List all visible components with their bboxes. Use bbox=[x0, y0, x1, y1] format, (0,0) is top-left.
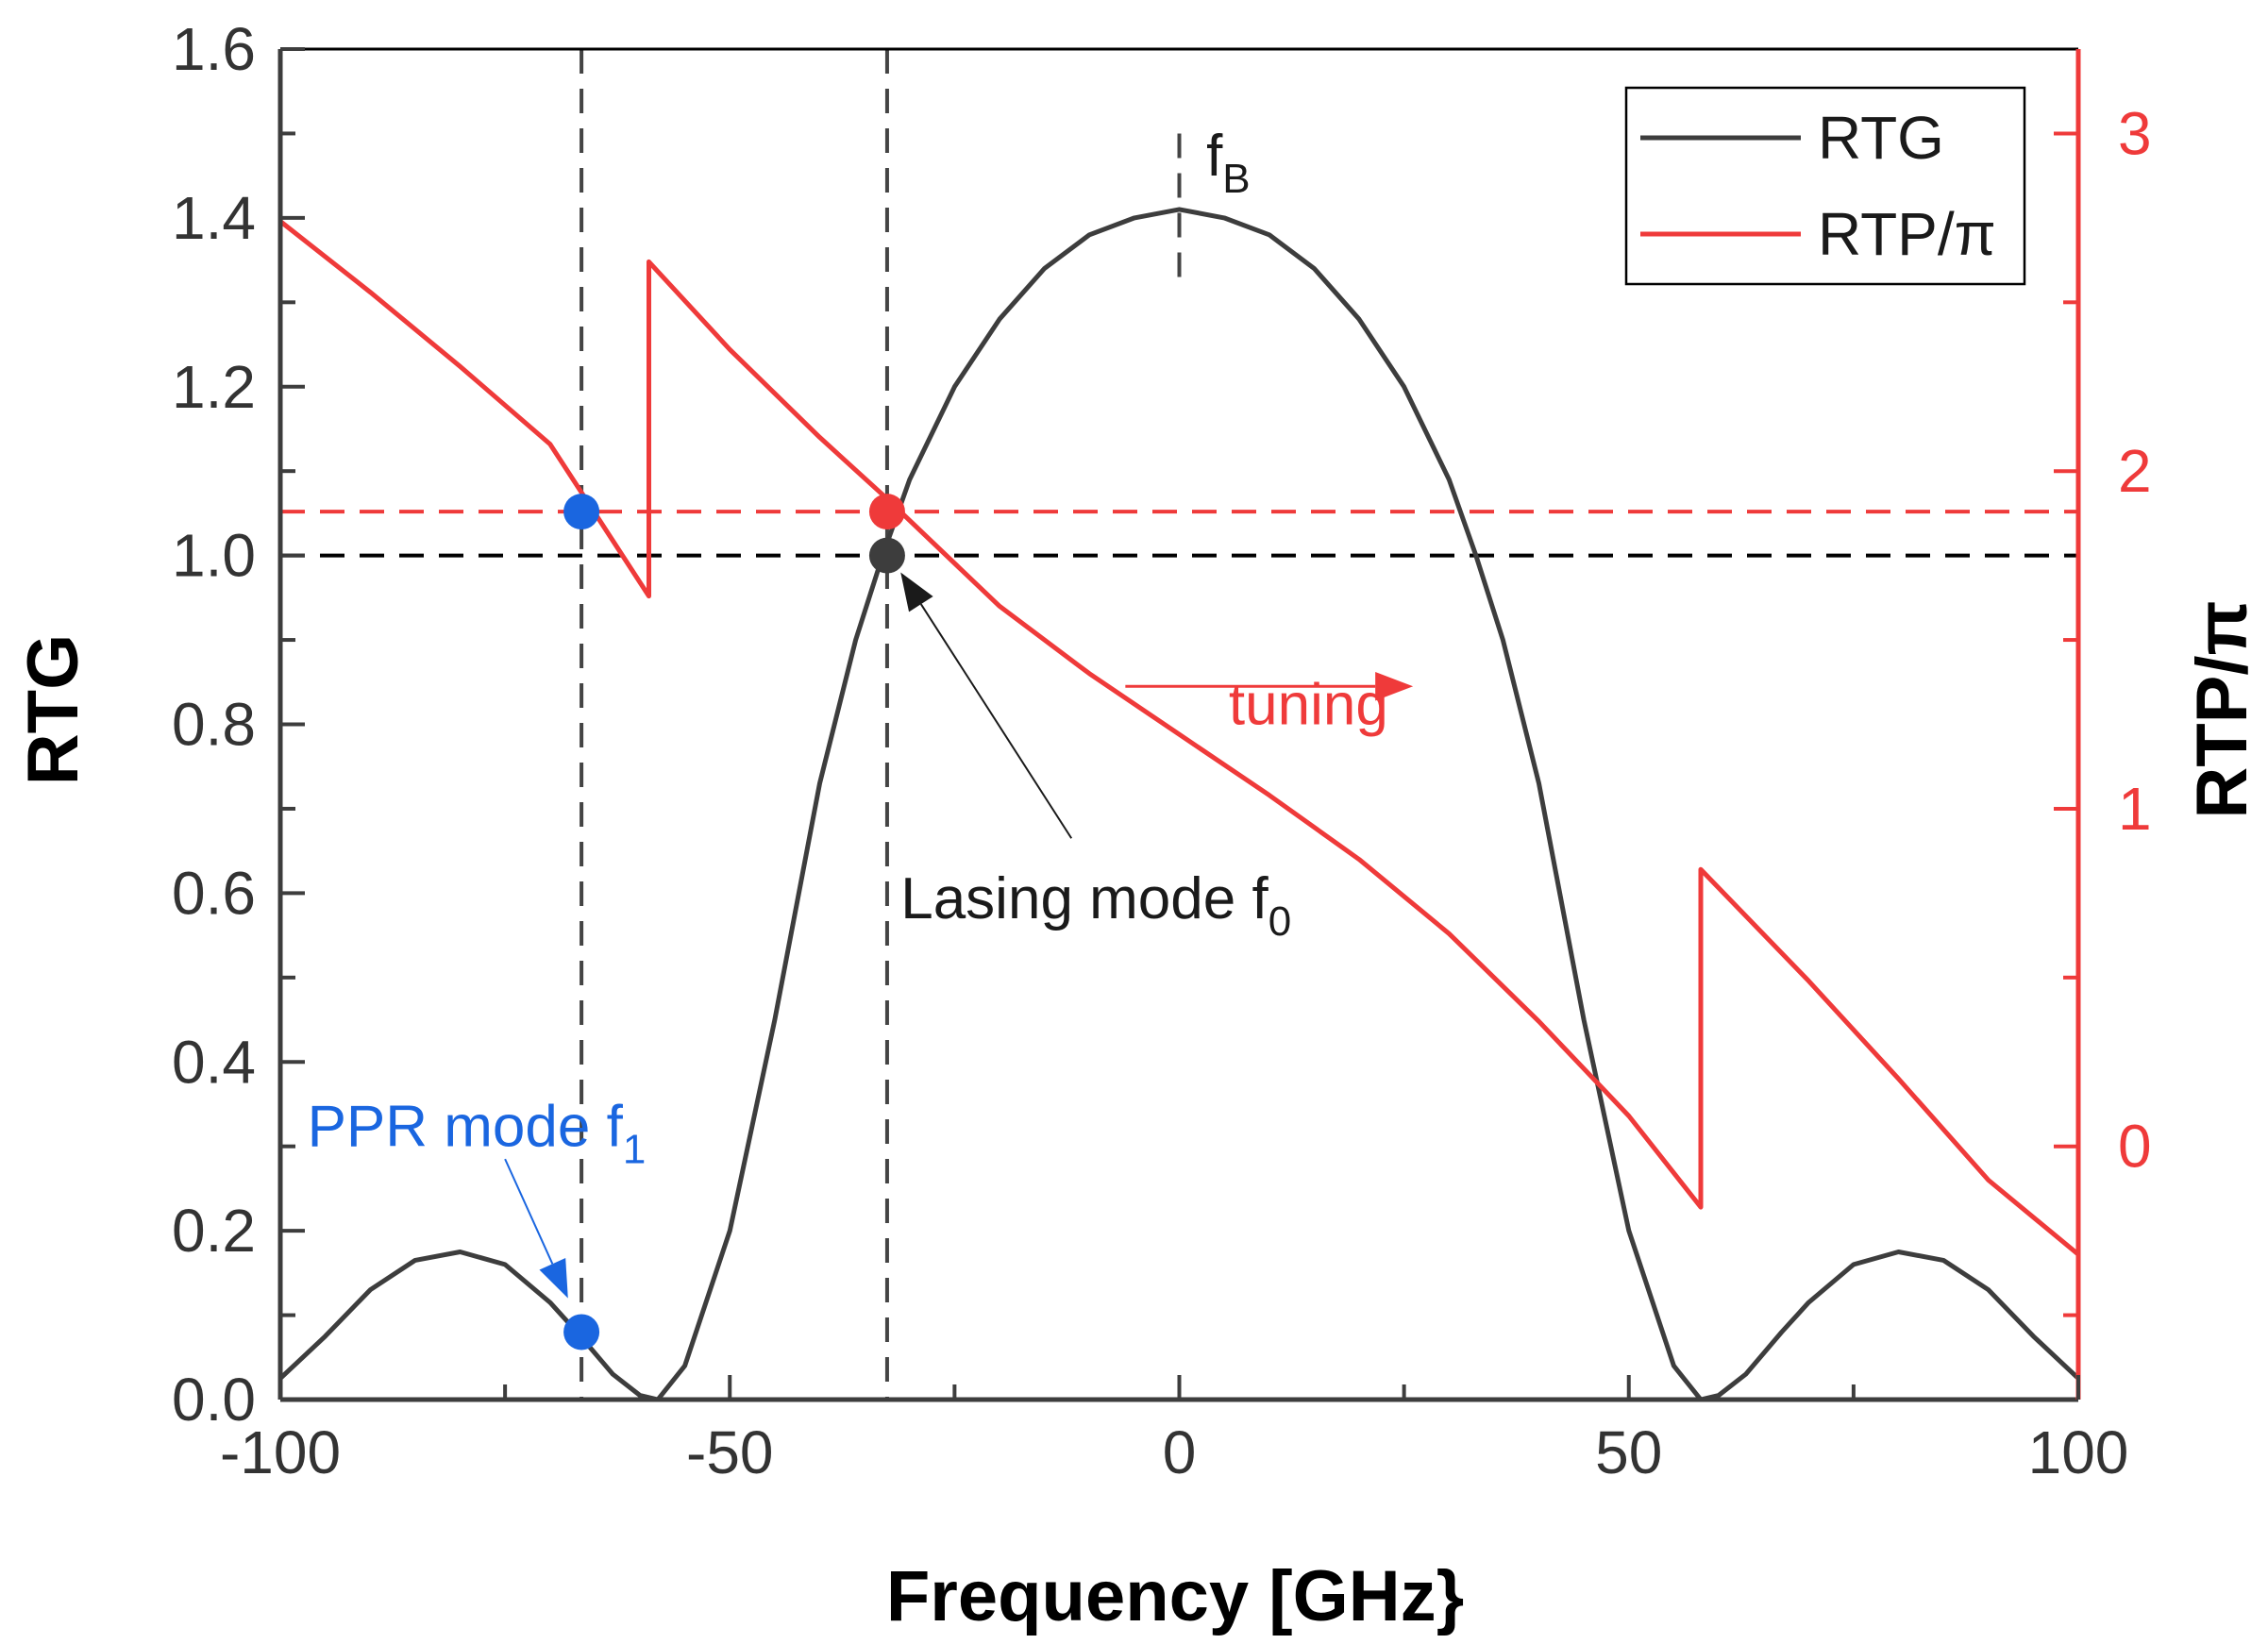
lasing-mode-label-arrow-head bbox=[900, 572, 933, 612]
x-tick-label: -100 bbox=[220, 1418, 341, 1486]
marker-point-3 bbox=[868, 537, 905, 574]
series-line-rtg bbox=[278, 207, 2080, 1402]
tuning-label: tuning bbox=[1229, 673, 1388, 738]
y-left-tick-label: 1.2 bbox=[172, 353, 256, 421]
legend-label-rtp: RTP/π bbox=[1818, 200, 1996, 268]
y-left-tick-label: 0.6 bbox=[172, 859, 256, 927]
y-left-tick-label: 1.4 bbox=[172, 184, 256, 252]
y-right-tick-label: 1 bbox=[2118, 775, 2152, 843]
y-left-tick-label: 0.2 bbox=[172, 1197, 256, 1265]
ppr-mode-label: PPR mode f1 bbox=[308, 1095, 647, 1173]
legend: RTG RTP/π bbox=[1624, 86, 2026, 286]
y-left-tick-label: 1.0 bbox=[172, 522, 256, 590]
y-axis-right-title: RTP/π bbox=[2182, 600, 2262, 818]
legend-box bbox=[1624, 86, 2026, 286]
ppr-mode-label-arrow-head bbox=[539, 1257, 568, 1299]
legend-label-rtg: RTG bbox=[1818, 104, 1944, 172]
marker-point-1 bbox=[563, 1314, 600, 1350]
x-tick-label: 50 bbox=[1595, 1418, 1662, 1486]
y-right-tick-label: 0 bbox=[2118, 1113, 2152, 1181]
y-left-tick-label: 1.6 bbox=[172, 15, 256, 83]
lasing-mode-label-text: Lasing mode f bbox=[900, 866, 1268, 931]
y-axis-left-title: RTG bbox=[13, 634, 93, 785]
fb-label-subscript: B bbox=[1222, 156, 1250, 202]
x-tick-label: -50 bbox=[686, 1418, 774, 1486]
x-axis-title: Frequency [GHz} bbox=[886, 1556, 1464, 1636]
ppr-mode-label-arrow-shaft bbox=[504, 1158, 554, 1265]
tuning-label-arrow-head bbox=[1375, 672, 1414, 701]
y-left-tick-label: 0.0 bbox=[172, 1366, 256, 1434]
ppr-mode-label-subscript: 1 bbox=[623, 1127, 646, 1173]
lasing-mode-label: Lasing mode f0 bbox=[900, 866, 1291, 945]
y-left-tick-label: 0.8 bbox=[172, 691, 256, 759]
y-right-tick-label: 3 bbox=[2118, 99, 2152, 167]
y-left-tick-label: 0.4 bbox=[172, 1028, 256, 1096]
series-line-rtp bbox=[278, 219, 2080, 1257]
tuning-label-text: tuning bbox=[1229, 673, 1388, 738]
marker-point-0 bbox=[563, 494, 600, 530]
fb-label-text: f bbox=[1206, 124, 1223, 189]
x-tick-label: 0 bbox=[1163, 1418, 1197, 1486]
lasing-mode-label-arrow-shaft bbox=[920, 603, 1073, 839]
y-right-tick-label: 2 bbox=[2118, 437, 2152, 505]
x-tick-label: 100 bbox=[2028, 1418, 2129, 1486]
marker-point-2 bbox=[868, 494, 905, 530]
fb-label: fB bbox=[1206, 124, 1251, 202]
lasing-mode-label-subscript: 0 bbox=[1268, 898, 1291, 945]
ppr-mode-label-text: PPR mode f bbox=[308, 1095, 624, 1160]
